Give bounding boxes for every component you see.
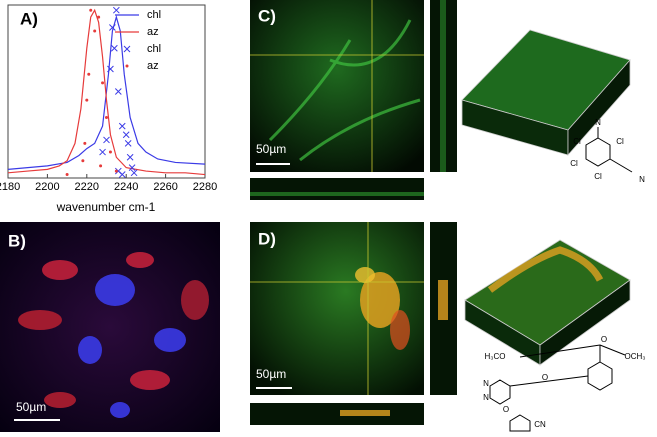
- cross-marker: [107, 65, 114, 73]
- side-view-band: [438, 280, 448, 320]
- atom: H₃CO: [484, 352, 505, 361]
- dot-marker: [114, 169, 118, 173]
- series-line: [7, 14, 206, 170]
- dot-marker: [101, 81, 105, 85]
- dot-marker: [87, 72, 91, 76]
- dot-marker: [85, 98, 89, 102]
- bottom-view: [250, 403, 424, 425]
- chlorothalonil-structure: [585, 127, 633, 173]
- x-axis-label: wavenumber cm-1: [56, 200, 156, 214]
- atom: O: [601, 335, 607, 344]
- dot-marker: [89, 8, 93, 12]
- x-tick-label: 2180: [0, 181, 20, 193]
- cross-marker: [118, 122, 126, 130]
- cross-marker: [130, 169, 138, 177]
- cross-marker: [114, 88, 122, 95]
- dot-marker: [65, 173, 69, 177]
- cross-marker: [109, 24, 116, 31]
- legend-label: az: [147, 26, 159, 38]
- dot-marker: [105, 115, 108, 119]
- cross-marker: [111, 44, 118, 52]
- atom: N: [483, 393, 489, 402]
- atom: Cl: [594, 172, 602, 181]
- cross-marker: [122, 131, 130, 139]
- legend-swatch: [123, 45, 131, 53]
- cross-marker: [118, 171, 126, 178]
- legend-swatch: [125, 64, 129, 68]
- bottom-view: [250, 178, 424, 200]
- image-c-texture: [268, 19, 421, 162]
- atom: N: [483, 379, 489, 388]
- scale-bar-label: 50µm: [256, 142, 286, 156]
- cross-marker: [103, 136, 110, 144]
- dot-marker: [93, 29, 97, 33]
- azoxystrobin-structure: [489, 344, 626, 432]
- cross-marker: [126, 153, 134, 161]
- legend-label: chl: [147, 43, 161, 55]
- chart-a: A) wavenumber cm-1 2180 2200 2220 2240 2260 2…: [0, 4, 217, 214]
- atom: CN: [534, 420, 546, 429]
- cross-marker: [124, 140, 132, 147]
- volume-side: [567, 58, 631, 157]
- cross-marker: [112, 6, 120, 14]
- legend-label: chl: [147, 9, 161, 21]
- dot-marker: [108, 150, 112, 154]
- x-tick-label: 2240: [114, 181, 138, 193]
- atom: Cl: [570, 159, 578, 168]
- atom: O: [542, 373, 548, 382]
- image-b-blobs: [18, 252, 209, 418]
- image-c: [250, 0, 424, 172]
- legend-label: az: [147, 60, 159, 72]
- panel-label: D): [258, 229, 276, 248]
- scale-bar-label: 50µm: [256, 367, 286, 381]
- dot-marker: [97, 15, 101, 19]
- panel-label: C): [258, 6, 276, 25]
- atom: Cl: [616, 137, 624, 146]
- x-tick-label: 2260: [153, 181, 177, 193]
- scale-bar-label: 50µm: [16, 400, 46, 414]
- series-line: [7, 8, 206, 176]
- volume-side: [539, 279, 631, 366]
- dot-marker: [83, 141, 87, 145]
- side-view-band: [440, 0, 446, 172]
- bottom-view-band: [250, 192, 424, 196]
- atom: Cl: [573, 137, 581, 146]
- atom: O: [503, 405, 509, 414]
- panel-label: A): [20, 9, 38, 28]
- x-tick-label: 2280: [193, 181, 217, 193]
- atom: N: [595, 118, 601, 127]
- dot-marker: [81, 159, 85, 163]
- bottom-view-band: [340, 410, 390, 416]
- cross-marker: [99, 148, 106, 156]
- volume-signal: [487, 246, 604, 293]
- panel-label: B): [8, 231, 26, 250]
- x-tick-label: 2200: [35, 181, 59, 193]
- atom: N: [639, 175, 645, 184]
- x-tick-label: 2220: [75, 181, 99, 193]
- dot-marker: [99, 164, 103, 168]
- atom: OCH₃: [624, 352, 645, 361]
- cross-marker: [128, 164, 136, 171]
- image-d-signal: [355, 267, 410, 350]
